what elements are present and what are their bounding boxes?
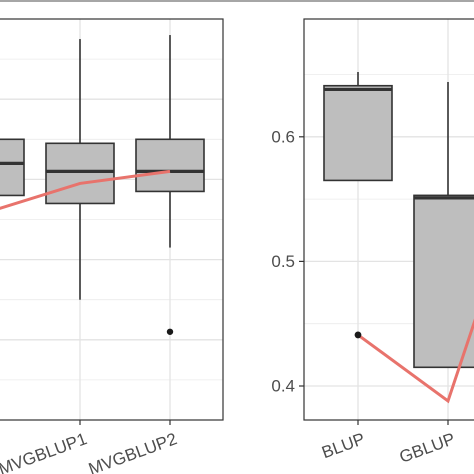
right-panel-border <box>303 18 474 421</box>
left-box-mvgblup2 <box>135 138 205 193</box>
right-mean-line-path <box>357 318 474 404</box>
left-panel: GBLUPMVGBLUP1MVGBLUP2 <box>0 18 224 474</box>
left-mean-line <box>0 169 171 210</box>
right-box-blup <box>323 84 393 182</box>
left-boxes <box>0 35 205 335</box>
right-mean-point-blup <box>354 331 362 339</box>
left-box-gblup <box>0 138 25 197</box>
right-box-gblup <box>413 194 474 369</box>
right-y-tick-label: 0.5 <box>271 252 295 271</box>
right-panel: 0.40.50.6 BLUP GBLUP <box>271 18 474 467</box>
right-boxes <box>323 72 474 369</box>
right-y-tick-label: 0.4 <box>271 377 295 396</box>
left-panel-border <box>0 18 224 421</box>
right-y-axis: 0.4 0.5 0.6 <box>271 127 304 396</box>
left-mean-line-path <box>0 169 171 210</box>
left-box-mvgblup1 <box>45 142 115 205</box>
left-box-mvgblup2-outlier <box>166 328 174 335</box>
right-y-tick-label: 0.6 <box>271 127 295 146</box>
right-mean-line <box>354 318 474 404</box>
